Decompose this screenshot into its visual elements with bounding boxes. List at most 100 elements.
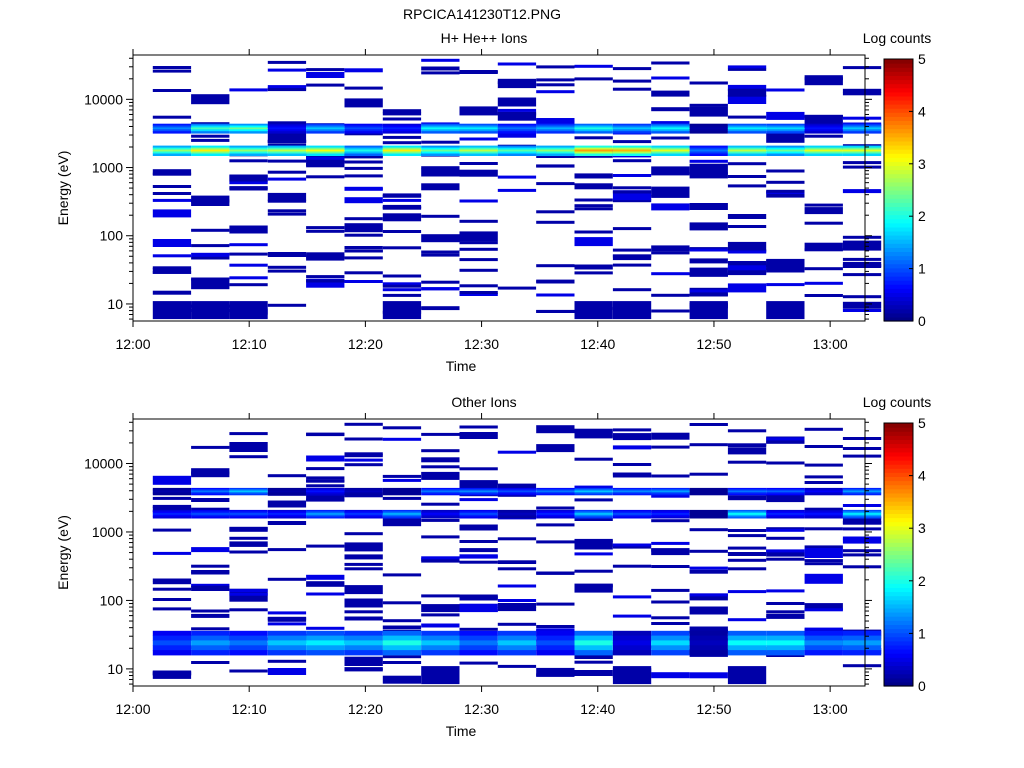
colorbar-step [884,665,913,671]
heatmap-cell [536,506,575,510]
heatmap-cell [344,490,383,493]
heatmap-cell [459,123,498,127]
heatmap-cell [651,445,690,449]
heatmap-cell [536,220,575,224]
colorbar-step [884,59,913,64]
heatmap-cell [689,272,728,276]
heatmap-cell [612,151,652,154]
heatmap-cell [574,428,613,437]
heatmap-cell [382,437,422,441]
heatmap-cell [382,141,422,145]
heatmap-cell [421,493,460,496]
heatmap-cell [306,592,345,596]
x-tick-label: 12:20 [348,701,383,717]
heatmap-cell [497,153,537,156]
heatmap-cell [152,209,192,218]
heatmap-cell [612,257,652,261]
heatmap-cell [536,514,575,517]
heatmap-cell [152,153,192,156]
heatmap-cell [459,169,498,177]
heatmap-cell [459,627,498,631]
heatmap-cell [804,487,843,490]
colorbar-step [884,632,913,638]
heatmap-cell [267,60,307,64]
heatmap-cell [421,490,460,493]
heatmap-cell [382,493,422,496]
heatmap-cell [344,233,383,237]
heatmap-cell [459,498,498,502]
colorbar-step [884,120,913,126]
heatmap-cell [306,490,345,493]
heatmap-cell [152,528,192,532]
heatmap-cell [497,286,537,290]
colorbar-tick-label: 0 [918,678,926,694]
heatmap-cell [459,514,498,517]
heatmap-cell [459,560,498,564]
page-title: RPCICA141230T12.PNG [403,6,561,22]
colorbar-step [884,628,913,634]
heatmap-cell [651,166,690,176]
colorbar-step [884,575,913,580]
heatmap-cell [421,151,460,154]
heatmap-cell [191,514,230,517]
heatmap-cell [267,192,307,201]
heatmap-cell [497,188,537,192]
heatmap-cell [267,85,307,89]
heatmap-cell [267,668,307,675]
heatmap-cell [306,476,345,480]
heatmap-cell [689,301,728,320]
heatmap-cell [727,147,767,151]
heatmap-cell [344,145,383,149]
heatmap-cell [267,159,307,163]
heatmap-cell [306,131,345,134]
heatmap-cell [229,151,268,154]
heatmap-cell [344,493,383,496]
heatmap-cell [191,513,230,516]
heatmap-cell [152,147,192,151]
heatmap-cell [421,518,460,522]
colorbar-step [884,276,913,281]
heatmap-cell [344,514,383,517]
heatmap-cell [382,288,422,292]
heatmap-cell [344,197,383,204]
heatmap-cell [612,514,652,517]
heatmap-cell [344,123,383,127]
colorbar-step [884,484,913,490]
heatmap-cell [421,147,460,151]
heatmap-cell [727,487,767,490]
heatmap-cell [766,283,805,287]
heatmap-cell [344,166,383,170]
heatmap-cell [727,447,767,455]
colorbar-step [884,112,913,117]
colorbar-step [884,304,913,310]
heatmap-cell [421,287,460,291]
heatmap-cell [727,666,767,685]
colorbar-step [884,198,913,203]
heatmap-cell [267,516,307,519]
heatmap-cell [612,428,652,432]
heatmap-cell [344,256,383,260]
heatmap-cell [152,650,192,656]
heatmap-cell [306,645,345,651]
heatmap-cell [574,511,613,514]
heatmap-cell [191,487,230,490]
heatmap-cell [152,514,192,517]
heatmap-cell [574,125,613,128]
heatmap-cell [727,115,767,119]
heatmap-cell [689,630,728,637]
colorbar-step [884,247,913,252]
heatmap-cell [574,127,613,130]
heatmap-cell [152,129,192,132]
heatmap-cell [191,277,230,281]
heatmap-cell [536,667,575,677]
heatmap-cell [306,123,345,127]
heatmap-cell [191,661,230,664]
heatmap-cell [267,616,307,622]
heatmap-cell [612,190,652,194]
heatmap-cell [804,640,843,646]
heatmap-cell [574,301,613,320]
y-tick-label: 100 [100,592,124,608]
heatmap-cell [421,556,460,560]
colorbar-step [884,538,913,543]
heatmap-cell [421,645,460,651]
